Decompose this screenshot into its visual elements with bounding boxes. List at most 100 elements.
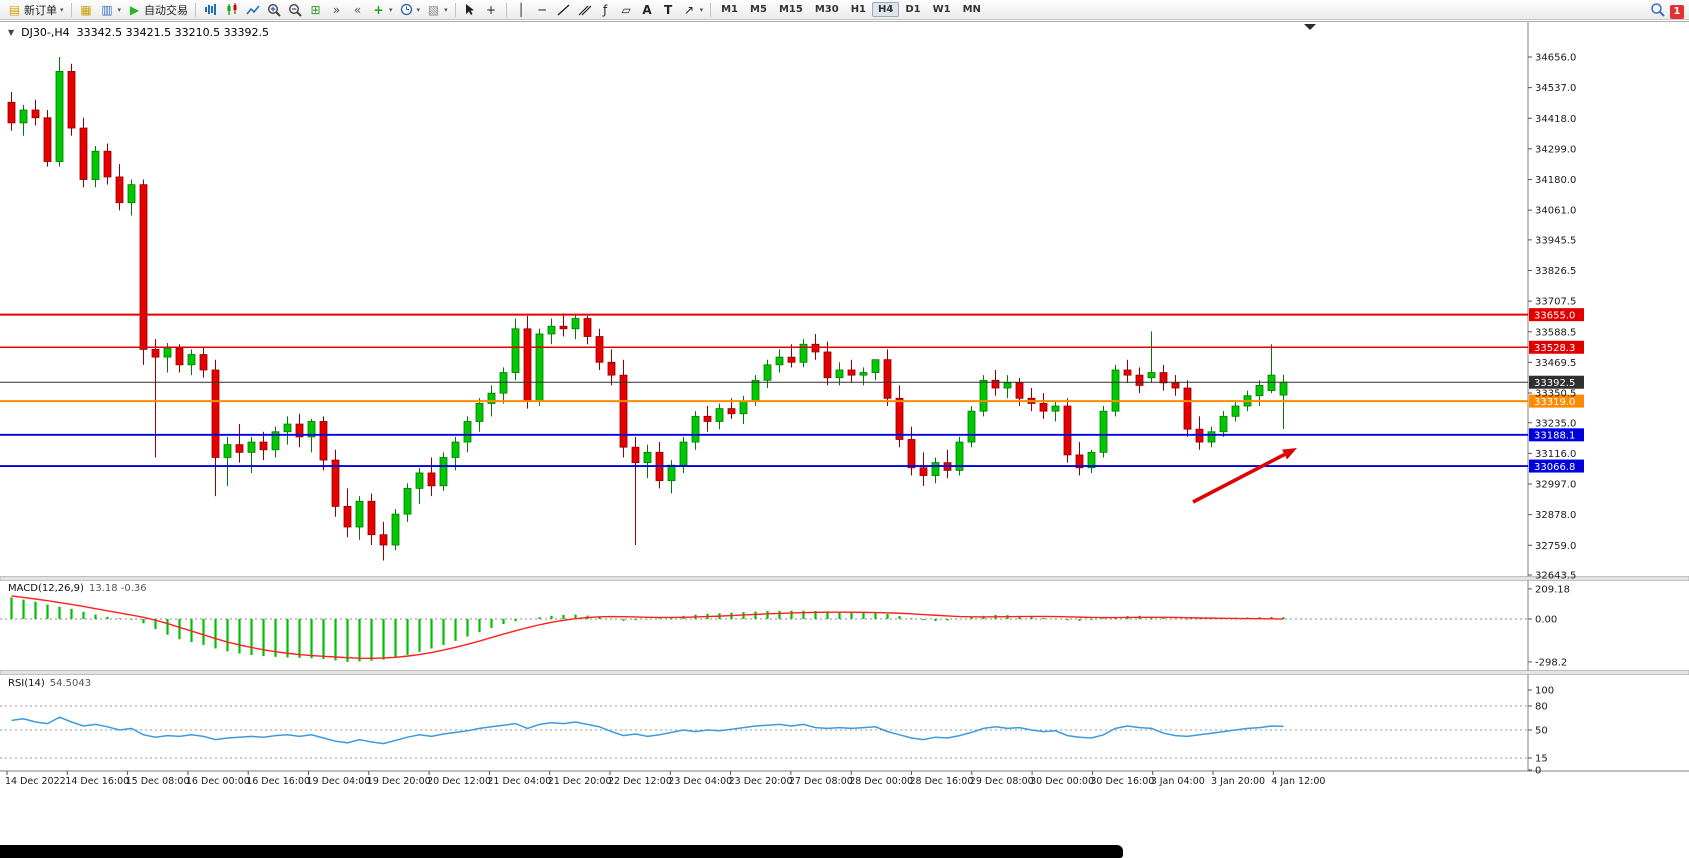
caret-down-icon: ▾ — [60, 5, 64, 14]
rsi-axis-label: 0 — [1535, 766, 1541, 777]
trendline-button[interactable] — [553, 2, 574, 18]
main-toolbar: ▤ 新订单 ▾ ▦ ▥ ▾ ▶ 自动交易 ⊞» «+ ▾ ▾ ▧ ▾ + │ ─ ƒ ▱ A T ↗ ▾ M1 M5 M15 M30… — [0, 0, 1689, 20]
tile-icon: ⊞ — [310, 2, 321, 17]
rsi-panel: 100 80 50 150 — [0, 686, 1554, 777]
search-icon[interactable] — [1650, 2, 1665, 21]
price-axis-label: 33350.5 — [1535, 389, 1576, 400]
charts-button[interactable]: ▦ — [76, 2, 97, 18]
tile-windows-button[interactable]: ⊞ — [305, 2, 326, 18]
periods-button[interactable]: ▾ — [396, 2, 424, 18]
rsi-label: RSI(14) 54.5043 — [8, 678, 91, 689]
fibonacci-button[interactable]: ƒ — [595, 2, 616, 18]
rsi-axis-label: 15 — [1535, 754, 1548, 765]
timeframe-button-h4[interactable]: H4 — [872, 2, 900, 17]
rsi-axis-label: 50 — [1535, 726, 1548, 737]
chart-shift-button[interactable]: « — [347, 2, 368, 18]
profiles-button[interactable]: ▥ ▾ — [97, 2, 125, 18]
cursor-button[interactable] — [460, 2, 481, 18]
caret-down-icon: ▾ — [416, 5, 421, 14]
chartwin-icon: ▦ — [80, 2, 92, 17]
zoomin-icon — [266, 3, 281, 17]
bar-chart-button[interactable] — [200, 2, 221, 18]
macd-axis-label: 0.00 — [1535, 615, 1557, 626]
price-badge — [1529, 308, 1584, 322]
macd-axis-label: -298.2 — [1535, 657, 1567, 668]
price-axis-label: 34299.0 — [1535, 144, 1576, 155]
label-button[interactable]: T — [658, 2, 679, 18]
timeframe-button-m5[interactable]: M5 — [750, 4, 767, 15]
zoomout-icon — [287, 3, 302, 17]
play-icon: ▶ — [129, 2, 140, 17]
arrows-button[interactable]: ↗ ▾ — [679, 2, 707, 18]
horizontal-lines-layer[interactable] — [0, 313, 1528, 467]
bars-icon — [203, 3, 218, 17]
price-badge — [1529, 459, 1584, 473]
time-axis-label: 21 Dec 20:00 — [548, 776, 612, 787]
time-axis-label: 28 Dec 00:00 — [849, 776, 913, 787]
ohlc-values: 33342.5 33421.5 33210.5 33392.5 — [76, 26, 270, 39]
text-button[interactable]: A — [637, 2, 658, 18]
line-chart-button[interactable] — [242, 2, 263, 18]
templates-button[interactable]: ▧ ▾ — [423, 2, 451, 18]
arrow-annotation[interactable] — [1192, 448, 1297, 504]
clock-icon — [399, 3, 414, 17]
folder-icon: ▥ — [101, 2, 113, 17]
auto-scroll-button[interactable]: » — [326, 2, 347, 18]
rsi-axis-label: 100 — [1535, 686, 1554, 697]
zoom-in-button[interactable] — [263, 2, 284, 18]
time-axis-label: 16 Dec 00:00 — [186, 776, 250, 787]
time-axis-label: 15 Dec 08:00 — [126, 776, 190, 787]
toolbar-separator — [70, 2, 72, 17]
price-axis-label: 33235.0 — [1535, 418, 1576, 429]
price-axis-label: 33116.0 — [1535, 449, 1576, 460]
chart-title: ▼ DJ30-,H4 33342.5 33421.5 33210.5 33392… — [8, 26, 269, 39]
time-axis-label: 4 Jan 12:00 — [1271, 776, 1325, 787]
time-axis-label: 20 Dec 12:00 — [427, 776, 491, 787]
textT-icon: T — [663, 2, 673, 17]
price-axis-label: 33469.5 — [1535, 358, 1576, 369]
auto-trading-button[interactable]: ▶ 自动交易 — [124, 1, 191, 19]
caret-down-icon: ▾ — [444, 5, 448, 14]
vertical-line-button[interactable]: │ — [511, 2, 532, 18]
toolbar-separator — [195, 2, 197, 17]
crosshair-button[interactable]: + — [481, 2, 502, 18]
price-axis[interactable]: 33655.0 33528.3 33392.5 33319.0 33188.1 33066… — [1528, 53, 1584, 582]
notification-badge[interactable]: 1 — [1670, 4, 1684, 19]
price-axis-label: 32643.5 — [1535, 571, 1576, 582]
timeframe-button-d1[interactable]: D1 — [905, 4, 921, 15]
new-order-button[interactable]: ▤ 新订单 ▾ — [4, 1, 67, 19]
cursor-icon — [463, 3, 478, 17]
caret-down-icon: ▾ — [699, 5, 704, 14]
timeframe-button-w1[interactable]: W1 — [932, 4, 951, 15]
time-axis-label: 14 Dec 16:00 — [65, 776, 129, 787]
shapes-button[interactable]: ▱ — [616, 2, 637, 18]
timeframe-button-m1[interactable]: M1 — [721, 4, 739, 15]
timeframe-button-h1[interactable]: H1 — [850, 4, 867, 15]
chevron-down-icon[interactable]: ▼ — [8, 28, 15, 37]
red-arrow-shaft — [1192, 452, 1286, 504]
time-axis-label: 23 Dec 20:00 — [729, 776, 793, 787]
horizontal-line-button[interactable]: ─ — [532, 2, 553, 18]
vline-icon: │ — [517, 2, 525, 17]
timeframe-button-m30[interactable]: M30 — [814, 4, 839, 15]
toolbar-right: 1 — [1650, 2, 1684, 21]
textA-icon: A — [642, 2, 652, 17]
timeframe-button-m15[interactable]: M15 — [778, 4, 803, 15]
candles-layer — [7, 57, 1288, 561]
candle-chart-button[interactable] — [221, 2, 242, 18]
rsi-axis-label: 80 — [1535, 702, 1548, 713]
indicators-button[interactable]: + ▾ — [368, 2, 396, 18]
time-axis-label: 21 Dec 04:00 — [487, 776, 551, 787]
macd-name: MACD(12,26,9) — [8, 583, 84, 594]
zoom-out-button[interactable] — [284, 2, 305, 18]
channel-button[interactable] — [574, 2, 595, 18]
timeframe-button-mn[interactable]: MN — [962, 4, 981, 15]
price-axis-label: 34180.0 — [1535, 175, 1576, 186]
red-arrow-head — [1282, 448, 1297, 460]
caret-down-icon: ▾ — [389, 5, 393, 14]
macd-values: 13.18 -0.36 — [88, 583, 147, 594]
time-axis-label: 30 Dec 16:00 — [1090, 776, 1154, 787]
indicator-icon: + — [373, 2, 384, 17]
